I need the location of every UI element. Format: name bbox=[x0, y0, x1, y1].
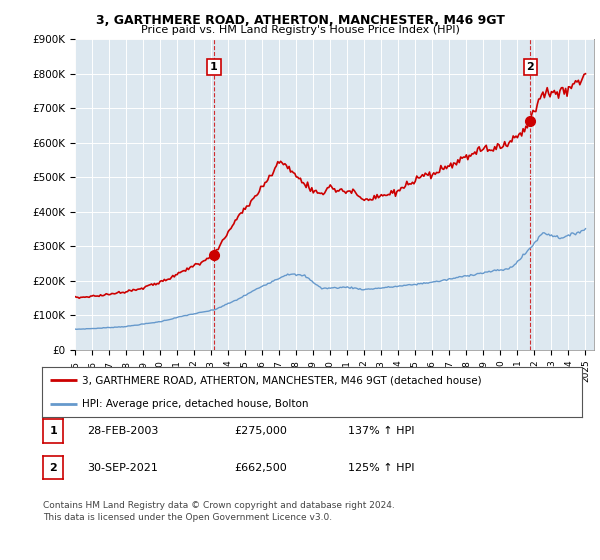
Text: Contains HM Land Registry data © Crown copyright and database right 2024.
This d: Contains HM Land Registry data © Crown c… bbox=[43, 501, 395, 522]
Text: Price paid vs. HM Land Registry's House Price Index (HPI): Price paid vs. HM Land Registry's House … bbox=[140, 25, 460, 35]
Text: £275,000: £275,000 bbox=[234, 426, 287, 436]
Text: 3, GARTHMERE ROAD, ATHERTON, MANCHESTER, M46 9GT (detached house): 3, GARTHMERE ROAD, ATHERTON, MANCHESTER,… bbox=[83, 375, 482, 385]
Text: 137% ↑ HPI: 137% ↑ HPI bbox=[348, 426, 415, 436]
Text: 2: 2 bbox=[49, 463, 57, 473]
Text: 30-SEP-2021: 30-SEP-2021 bbox=[87, 463, 158, 473]
Text: 1: 1 bbox=[49, 426, 57, 436]
Text: 125% ↑ HPI: 125% ↑ HPI bbox=[348, 463, 415, 473]
Text: HPI: Average price, detached house, Bolton: HPI: Average price, detached house, Bolt… bbox=[83, 399, 309, 409]
Text: 2: 2 bbox=[526, 62, 534, 72]
Text: £662,500: £662,500 bbox=[234, 463, 287, 473]
Text: 3, GARTHMERE ROAD, ATHERTON, MANCHESTER, M46 9GT: 3, GARTHMERE ROAD, ATHERTON, MANCHESTER,… bbox=[95, 14, 505, 27]
Text: 28-FEB-2003: 28-FEB-2003 bbox=[87, 426, 158, 436]
Text: 1: 1 bbox=[210, 62, 218, 72]
